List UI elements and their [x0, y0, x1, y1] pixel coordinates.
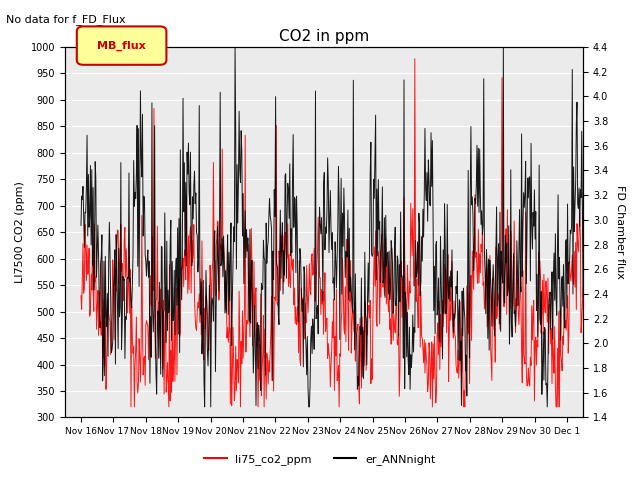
Text: MB_flux: MB_flux [97, 40, 146, 51]
Title: CO2 in ppm: CO2 in ppm [279, 29, 369, 44]
Y-axis label: FD Chamber flux: FD Chamber flux [615, 185, 625, 279]
Y-axis label: LI7500 CO2 (ppm): LI7500 CO2 (ppm) [15, 181, 25, 283]
Text: No data for f_FD_Flux: No data for f_FD_Flux [6, 14, 126, 25]
Legend: li75_co2_ppm, er_ANNnight: li75_co2_ppm, er_ANNnight [200, 450, 440, 469]
